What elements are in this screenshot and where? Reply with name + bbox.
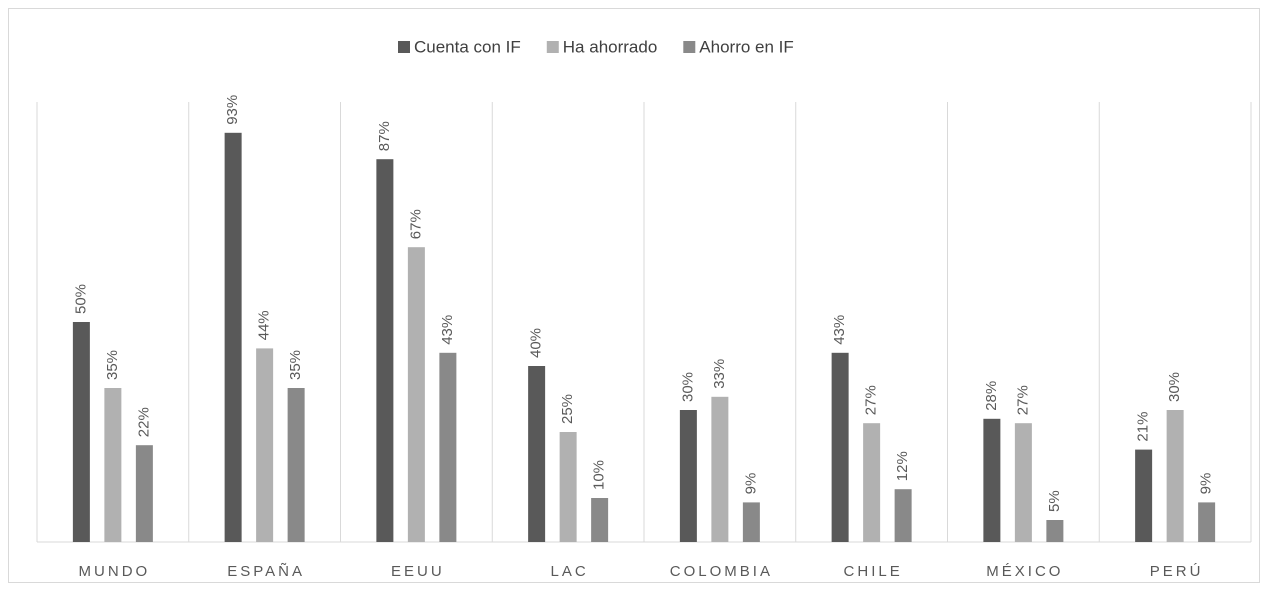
bar: [1135, 449, 1153, 542]
bar: [863, 423, 881, 542]
data-label: 35%: [287, 350, 304, 380]
data-label: 50%: [72, 284, 89, 314]
data-label: 43%: [439, 315, 456, 345]
x-tick-label: EEUU: [391, 563, 445, 580]
bar: [376, 159, 394, 542]
bar: [407, 247, 425, 542]
bar: [742, 502, 760, 542]
data-label: 44%: [256, 310, 273, 340]
bar: [1166, 410, 1184, 542]
legend-swatch: [546, 41, 559, 53]
bar: [1198, 502, 1216, 542]
data-label: 30%: [679, 372, 696, 402]
legend-label: Ha ahorrado: [563, 37, 658, 56]
bar: [135, 445, 153, 542]
bar: [1014, 423, 1032, 542]
bar: [983, 418, 1001, 542]
bar: [224, 132, 242, 543]
chart-frame: [8, 8, 1260, 583]
legend-label: Cuenta con IF: [414, 37, 521, 56]
data-label: 87%: [376, 121, 393, 151]
data-label: 35%: [104, 350, 121, 380]
data-label: 28%: [983, 381, 1000, 411]
data-label: 67%: [407, 209, 424, 239]
legend-swatch: [398, 41, 410, 53]
data-label: 27%: [1014, 385, 1031, 415]
x-tick-label: MÉXICO: [986, 563, 1063, 580]
x-tick-label: LAC: [551, 563, 589, 580]
x-tick-label: PERÚ: [1150, 563, 1204, 580]
data-label: 9%: [1198, 473, 1215, 495]
data-label: 12%: [894, 451, 911, 481]
bar: [104, 388, 122, 542]
bar: [559, 432, 577, 542]
data-label: 27%: [863, 385, 880, 415]
legend-swatch: [683, 41, 696, 53]
x-tick-label: COLOMBIA: [670, 563, 773, 580]
data-label: 43%: [831, 315, 848, 345]
data-label: 30%: [1166, 372, 1183, 402]
data-label: 93%: [224, 95, 241, 125]
bar: [894, 489, 912, 542]
bar: [831, 352, 849, 542]
data-label: 25%: [559, 394, 576, 424]
bar: [679, 410, 697, 542]
data-label: 5%: [1046, 490, 1063, 512]
data-label: 22%: [135, 407, 152, 437]
bar: [72, 322, 90, 542]
data-label: 9%: [742, 473, 759, 495]
data-label: 21%: [1135, 412, 1152, 442]
bar: [287, 388, 305, 542]
bar: [711, 396, 729, 542]
bar: [528, 366, 546, 542]
x-tick-label: CHILE: [844, 563, 903, 580]
bar: [256, 348, 274, 542]
legend-label: Ahorro en IF: [699, 37, 794, 56]
x-tick-label: MUNDO: [79, 563, 151, 580]
x-tick-label: ESPAÑA: [227, 563, 305, 580]
data-label: 10%: [591, 460, 608, 490]
data-label: 40%: [528, 328, 545, 358]
bar: [1046, 520, 1064, 542]
bar: [439, 352, 457, 542]
bar: [591, 498, 609, 542]
data-label: 33%: [711, 359, 728, 389]
